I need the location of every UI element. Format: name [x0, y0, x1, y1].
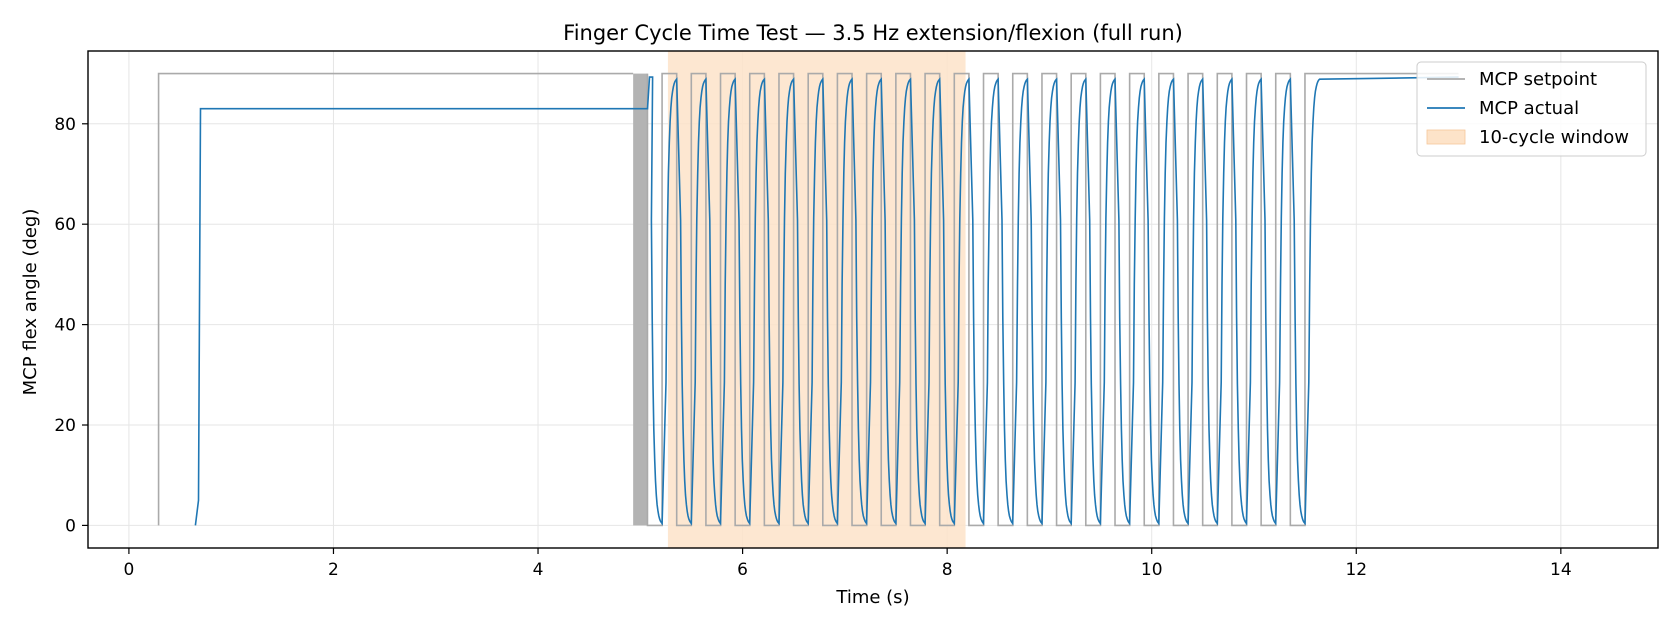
x-tick-label: 12 — [1345, 560, 1367, 580]
legend: MCP setpoint MCP actual 10-cycle window — [1416, 61, 1647, 157]
legend-item-setpoint-label: MCP setpoint — [1479, 69, 1597, 90]
y-tick-label: 60 — [54, 215, 76, 235]
actual-line — [194, 76, 1459, 526]
x-tick-label: 14 — [1550, 560, 1572, 580]
legend-box — [1416, 61, 1647, 157]
legend-item-window-label: 10-cycle window — [1479, 127, 1629, 148]
legend-item-actual-label: MCP actual — [1479, 98, 1579, 119]
axes-frame — [87, 50, 1659, 549]
x-tick-label: 2 — [328, 560, 339, 580]
shaded-window — [667, 51, 966, 548]
x-tick-label: 8 — [942, 560, 953, 580]
setpoint-dense-burst — [633, 73, 648, 526]
plot-area: 0 2 4 6 8 10 12 14 0 20 40 60 80 — [54, 50, 1659, 580]
x-axis-label: Time (s) — [835, 587, 909, 608]
y-tick-label: 20 — [54, 416, 76, 436]
y-tick-label: 40 — [54, 316, 76, 336]
y-tick-label: 80 — [54, 115, 76, 135]
x-tick-label: 0 — [123, 560, 134, 580]
x-tick-label: 4 — [533, 560, 544, 580]
legend-item-window-swatch — [1426, 129, 1466, 145]
y-axis-label: MCP flex angle (deg) — [20, 209, 41, 396]
x-tick-label: 6 — [737, 560, 748, 580]
chart-title: Finger Cycle Time Test — 3.5 Hz extensio… — [563, 21, 1183, 45]
setpoint-line — [157, 72, 1459, 527]
y-tick-label: 0 — [65, 516, 76, 536]
x-tick-label: 10 — [1141, 560, 1163, 580]
